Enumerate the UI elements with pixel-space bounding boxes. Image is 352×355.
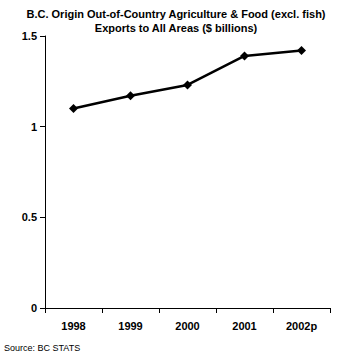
svg-text:1999: 1999 [118,320,142,332]
svg-text:Source: BC STATS: Source: BC STATS [4,343,80,353]
svg-text:2000: 2000 [175,320,199,332]
svg-text:1998: 1998 [61,320,85,332]
svg-text:2002p: 2002p [286,320,317,332]
svg-text:Exports to All Areas ($ billio: Exports to All Areas ($ billions) [95,22,258,34]
svg-text:2001: 2001 [232,320,256,332]
svg-text:0: 0 [31,302,37,314]
svg-text:0.5: 0.5 [22,211,37,223]
svg-text:1.5: 1.5 [22,30,37,42]
svg-text:B.C. Origin Out-of-Country Agr: B.C. Origin Out-of-Country Agriculture &… [26,8,325,20]
svg-text:1: 1 [31,121,37,133]
